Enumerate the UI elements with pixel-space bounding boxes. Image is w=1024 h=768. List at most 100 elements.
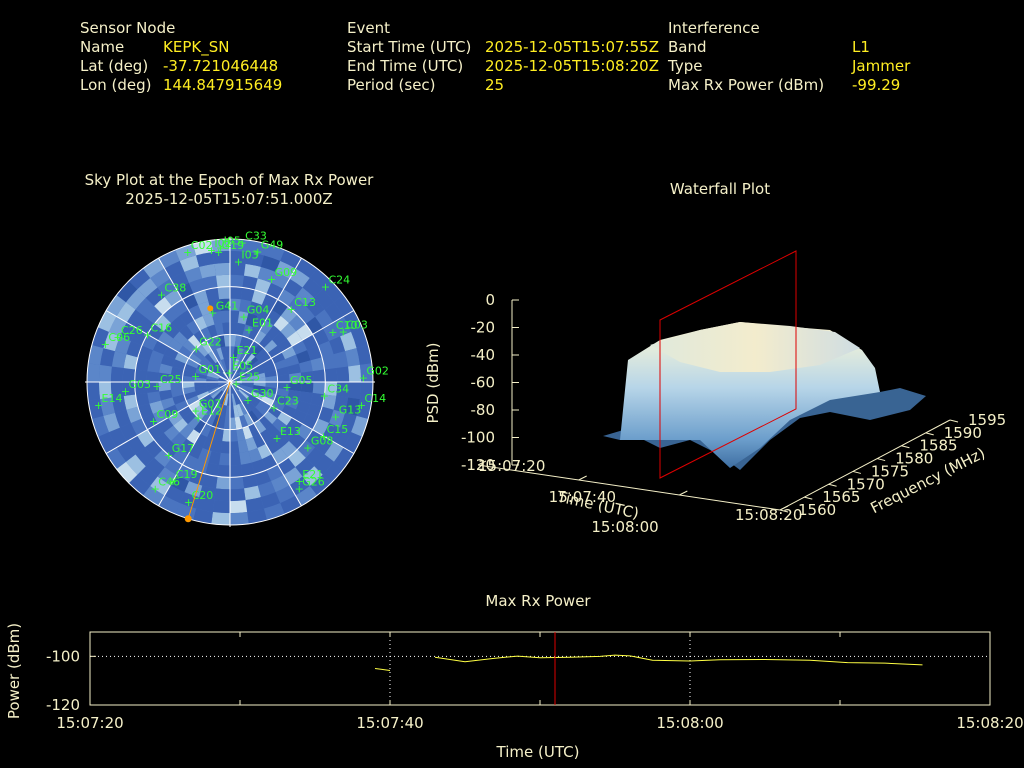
sky-cell — [234, 334, 243, 348]
sky-cell — [87, 382, 101, 401]
sky-cell — [199, 485, 217, 501]
sky-cell — [230, 286, 243, 300]
satellite-label: C25 — [160, 373, 182, 386]
sky-cell — [135, 447, 155, 467]
sky-cell — [312, 382, 326, 395]
interference-type-value: Jammer — [852, 57, 911, 75]
sky-cell — [192, 240, 213, 256]
wf-time-tick — [679, 490, 688, 496]
satellite-marker: + — [244, 324, 253, 337]
satellite-label: C15 — [327, 423, 349, 436]
satellite-marker: + — [151, 483, 160, 496]
sky-cell — [188, 352, 202, 365]
sky-cell — [280, 425, 297, 441]
sky-cell — [343, 432, 363, 454]
sky-cell — [171, 432, 187, 449]
sky-cell — [318, 340, 334, 358]
satellite-marker: + — [101, 338, 110, 351]
satellite-label: C16 — [150, 321, 172, 334]
sky-cell — [154, 432, 172, 450]
sky-cell — [205, 287, 220, 302]
sky-cell — [245, 252, 264, 267]
sky-cell — [241, 351, 252, 364]
sky-cell — [312, 369, 326, 382]
sky-cell — [322, 394, 337, 410]
satellite-marker: + — [321, 281, 330, 294]
sky-cell — [98, 364, 112, 382]
sky-cell — [238, 365, 249, 375]
satellite-label: G41 — [216, 300, 239, 313]
satellite-label: G01 — [199, 363, 222, 376]
sky-cell — [164, 260, 185, 279]
sky-cell — [182, 339, 197, 353]
sky-cell — [137, 345, 153, 361]
sky-cell — [193, 289, 209, 305]
sky-cell — [111, 395, 127, 413]
sky-cell — [194, 382, 207, 387]
sky-cell — [237, 390, 247, 401]
sky-cell — [184, 266, 203, 283]
sky-cell — [253, 419, 267, 434]
satellite-marker: + — [143, 328, 152, 341]
wf-freq-tick-label: 1575 — [871, 462, 909, 480]
wf-freq-tick — [925, 432, 934, 436]
sky-cell — [187, 334, 201, 349]
sky-cell — [171, 315, 187, 332]
sky-cell — [196, 344, 209, 357]
sky-cell — [230, 382, 234, 394]
sky-cell — [183, 391, 197, 401]
sky-cell — [259, 320, 274, 335]
sky-cell — [186, 320, 201, 335]
sky-cell — [310, 392, 325, 407]
sky-cell — [258, 352, 272, 365]
sky-cell — [324, 368, 338, 382]
sky-cell — [116, 441, 136, 462]
sky-cell — [142, 485, 165, 506]
sky-cell — [212, 500, 230, 514]
sky-cell — [168, 411, 183, 426]
sky-cell — [172, 394, 186, 405]
sky-cell — [289, 476, 310, 496]
sky-cell — [266, 325, 281, 340]
wf-freq-tick-label: 1585 — [919, 437, 957, 455]
sky-cell — [296, 400, 311, 414]
sky-cell — [116, 461, 138, 484]
sky-cell — [220, 441, 230, 454]
sky-cell — [97, 432, 117, 454]
sky-cell — [154, 296, 172, 315]
sky-cell — [336, 382, 350, 398]
sky-plot-satellites: +C33+I05+G19+I02+C02 +G49+G09+I03+C24+C38… — [94, 230, 389, 523]
interference-band-label: Band — [668, 38, 707, 56]
wf-time-tick-label: 15:07:20 — [478, 457, 545, 475]
sky-cell — [223, 358, 229, 371]
sky-cell — [343, 310, 363, 332]
maxrx-x-tick-label: 15:08:00 — [656, 714, 723, 732]
sky-cell — [251, 344, 264, 357]
sky-plot-background — [87, 239, 373, 525]
sky-cell — [206, 382, 219, 386]
sky-cell — [333, 447, 354, 470]
satellite-marker: + — [191, 405, 200, 418]
sky-cell — [236, 322, 246, 336]
sky-cell — [137, 403, 153, 419]
wf-time-tick — [477, 460, 487, 466]
sky-cell — [291, 409, 308, 424]
sky-cell — [103, 331, 120, 352]
sky-cell — [248, 423, 260, 438]
sky-cell — [295, 485, 318, 506]
satellite-label: G09 — [275, 266, 298, 279]
sky-cell — [174, 400, 189, 412]
sky-cell — [230, 239, 249, 253]
sensor-lon-label: Lon (deg) — [80, 76, 152, 94]
wf-z-tick-label: -40 — [471, 346, 496, 364]
sky-cell — [221, 372, 230, 382]
sky-cell — [196, 252, 215, 267]
sky-cell — [110, 382, 124, 398]
sky-cell — [239, 387, 251, 397]
satellite-label: G03 — [129, 378, 152, 391]
satellite-marker: + — [295, 475, 304, 488]
sky-cell — [309, 268, 332, 290]
sky-cell — [246, 356, 259, 368]
sky-cell — [324, 441, 344, 462]
sky-cell — [198, 448, 212, 463]
